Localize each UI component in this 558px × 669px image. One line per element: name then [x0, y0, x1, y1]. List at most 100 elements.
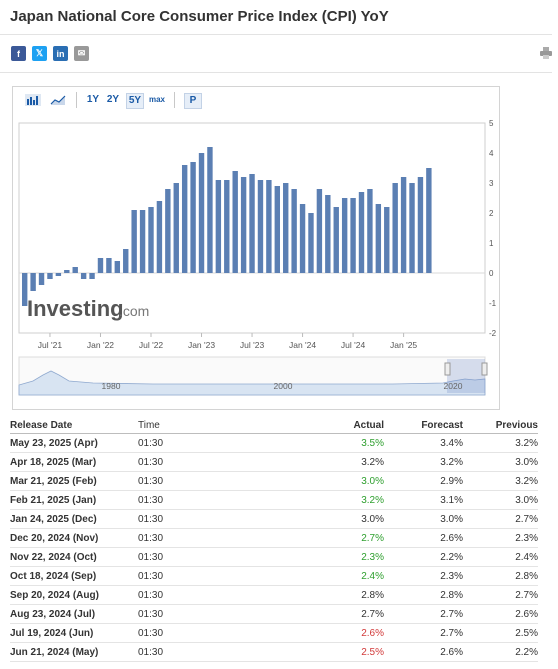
- data-bar: [72, 267, 78, 273]
- facebook-share-icon[interactable]: f: [11, 46, 26, 61]
- data-bar: [240, 177, 247, 273]
- area-chart-icon[interactable]: [50, 94, 66, 106]
- navigator-right-handle[interactable]: [481, 362, 488, 376]
- header-forecast[interactable]: Forecast: [384, 418, 463, 434]
- data-bar: [384, 207, 390, 273]
- header-actual[interactable]: Actual: [266, 418, 384, 434]
- time-cell: 01:30: [138, 604, 266, 624]
- header-time[interactable]: Time: [138, 418, 266, 434]
- navigator-series: [18, 370, 486, 396]
- data-bar: [215, 180, 222, 273]
- header-release-date[interactable]: Release Date: [10, 418, 138, 434]
- previous-cell: 2.5%: [463, 623, 538, 643]
- release-date-cell: Sep 20, 2024 (Aug): [10, 585, 138, 605]
- table-row: Jun 21, 2024 (May) 01:30 2.5% 2.6% 2.2%: [10, 642, 538, 662]
- investing-watermark-suffix: .com: [119, 303, 149, 319]
- time-cell: 01:30: [138, 433, 266, 453]
- time-cell: 01:30: [138, 547, 266, 567]
- forecast-cell: 2.8%: [384, 585, 463, 605]
- data-bar: [224, 180, 230, 273]
- data-bar: [47, 273, 53, 279]
- linkedin-share-icon[interactable]: in: [53, 46, 68, 61]
- range-2y-button[interactable]: 2Y: [106, 94, 120, 105]
- y-tick-label: 0: [489, 269, 494, 278]
- range-max-button[interactable]: max: [148, 95, 165, 104]
- data-bar: [409, 183, 415, 273]
- actual-cell: 2.7%: [266, 528, 384, 548]
- previous-cell: 3.0%: [463, 490, 538, 510]
- forecast-cell: 2.7%: [384, 604, 463, 624]
- data-bar: [299, 204, 306, 273]
- data-bar: [198, 153, 205, 273]
- previous-cell: 2.7%: [463, 509, 538, 529]
- forecast-cell: 2.3%: [384, 566, 463, 586]
- forecast-cell: 3.2%: [384, 452, 463, 472]
- data-bar: [283, 183, 289, 273]
- toolbar-separator: [76, 92, 77, 108]
- print-icon[interactable]: [540, 47, 552, 59]
- data-bar: [156, 201, 163, 273]
- data-bar: [139, 210, 146, 273]
- range-5y-button[interactable]: 5Y: [126, 93, 144, 109]
- actual-cell: 3.5%: [266, 433, 384, 453]
- time-cell: 01:30: [138, 642, 266, 662]
- previous-cell: 2.3%: [463, 528, 538, 548]
- previous-cell: 3.2%: [463, 433, 538, 453]
- release-date-cell: Apr 18, 2025 (Mar): [10, 452, 138, 472]
- navigator-year-label: 2020: [444, 381, 463, 391]
- data-bar: [358, 192, 365, 273]
- table-row: Apr 18, 2025 (Mar) 01:30 3.2% 3.2% 3.0%: [10, 452, 538, 472]
- y-tick-label: 2: [489, 209, 494, 218]
- y-tick-label: 3: [489, 179, 494, 188]
- data-bar: [38, 273, 45, 285]
- navigator-left-handle[interactable]: [444, 362, 451, 376]
- data-bar: [291, 189, 297, 273]
- table-row: Mar 21, 2025 (Feb) 01:30 3.0% 2.9% 3.2%: [10, 471, 538, 491]
- time-cell: 01:30: [138, 566, 266, 586]
- data-bar: [426, 168, 432, 273]
- actual-cell: 2.4%: [266, 566, 384, 586]
- bar-chart-icon[interactable]: [25, 94, 41, 106]
- table-row: Oct 18, 2024 (Sep) 01:30 2.4% 2.3% 2.8%: [10, 566, 538, 586]
- data-bar: [207, 147, 213, 273]
- popout-button[interactable]: P: [184, 93, 202, 109]
- x-tick-label: Jul '21: [38, 340, 63, 350]
- x-tick-label: Jan '23: [188, 340, 215, 350]
- data-bar: [106, 258, 112, 273]
- data-bar: [308, 213, 314, 273]
- data-bar: [367, 189, 373, 273]
- divider: [0, 72, 552, 73]
- data-bar: [325, 195, 331, 273]
- data-bar: [89, 273, 95, 279]
- data-bar: [375, 204, 382, 273]
- release-date-cell: Mar 21, 2025 (Feb): [10, 471, 138, 491]
- table-row: Sep 20, 2024 (Aug) 01:30 2.8% 2.8% 2.7%: [10, 585, 538, 605]
- twitter-share-icon[interactable]: 𝕏: [32, 46, 47, 61]
- data-bar: [257, 180, 264, 273]
- chart-toolbar: 1Y 2Y 5Y max P: [13, 87, 499, 113]
- navigator-year-label: 1980: [102, 381, 121, 391]
- table-row: May 23, 2025 (Apr) 01:30 3.5% 3.4% 3.2%: [10, 433, 538, 453]
- page-title: Japan National Core Consumer Price Index…: [10, 8, 389, 25]
- range-1y-button[interactable]: 1Y: [86, 94, 100, 105]
- time-cell: 01:30: [138, 509, 266, 529]
- time-cell: 01:30: [138, 452, 266, 472]
- data-bar: [400, 177, 407, 273]
- header-previous[interactable]: Previous: [463, 418, 538, 434]
- table-header-row: Release Date Time Actual Forecast Previo…: [10, 418, 538, 434]
- time-cell: 01:30: [138, 623, 266, 643]
- forecast-cell: 3.4%: [384, 433, 463, 453]
- toolbar-separator: [174, 92, 175, 108]
- actual-cell: 2.7%: [266, 604, 384, 624]
- y-tick-label: -1: [489, 299, 497, 308]
- data-bar: [232, 171, 238, 273]
- actual-cell: 3.0%: [266, 471, 384, 491]
- actual-cell: 3.2%: [266, 490, 384, 510]
- email-share-icon[interactable]: ✉: [74, 46, 89, 61]
- forecast-cell: 2.2%: [384, 547, 463, 567]
- previous-cell: 3.2%: [463, 471, 538, 491]
- navigator-selection: [447, 359, 485, 393]
- table-row: Dec 20, 2024 (Nov) 01:30 2.7% 2.6% 2.3%: [10, 528, 538, 548]
- data-bar: [249, 174, 255, 273]
- data-bar: [165, 189, 171, 273]
